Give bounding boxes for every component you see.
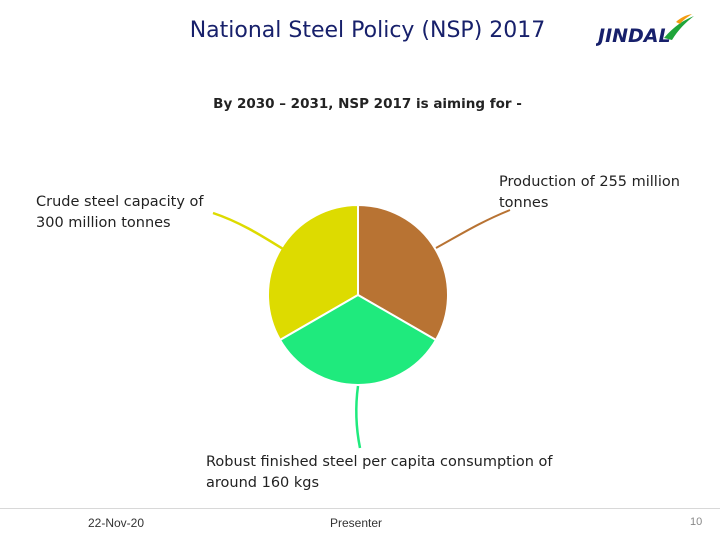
footer-date: 22-Nov-20 xyxy=(88,516,145,530)
logo-swoosh-orange xyxy=(676,14,692,24)
slide-title: National Steel Policy (NSP) 2017 xyxy=(189,18,546,43)
target-label-production: Production of 255 million tonnes xyxy=(499,174,680,211)
leader-line-production xyxy=(435,209,511,249)
footer-presenter: Presenter xyxy=(330,516,383,530)
leader-line-crude-capacity xyxy=(212,211,284,251)
pie-slice-crude-capacity xyxy=(267,203,359,342)
logo-swoosh-green xyxy=(664,16,694,40)
slide-page-number: 10 xyxy=(690,516,703,528)
leader-line-per-capita xyxy=(355,385,362,449)
pie-slice-per-capita xyxy=(278,293,438,386)
slide-subtitle: By 2030 – 2031, NSP 2017 is aiming for - xyxy=(213,96,522,112)
jindal-logo: JINDAL xyxy=(596,14,694,47)
target-label-crude-capacity: Crude steel capacity of 300 million tonn… xyxy=(36,194,204,231)
target-label-per-capita: Robust finished steel per capita consump… xyxy=(206,454,553,491)
pie-slice-production xyxy=(357,203,449,342)
logo-text: JINDAL xyxy=(596,25,671,47)
footer-divider xyxy=(0,508,720,509)
